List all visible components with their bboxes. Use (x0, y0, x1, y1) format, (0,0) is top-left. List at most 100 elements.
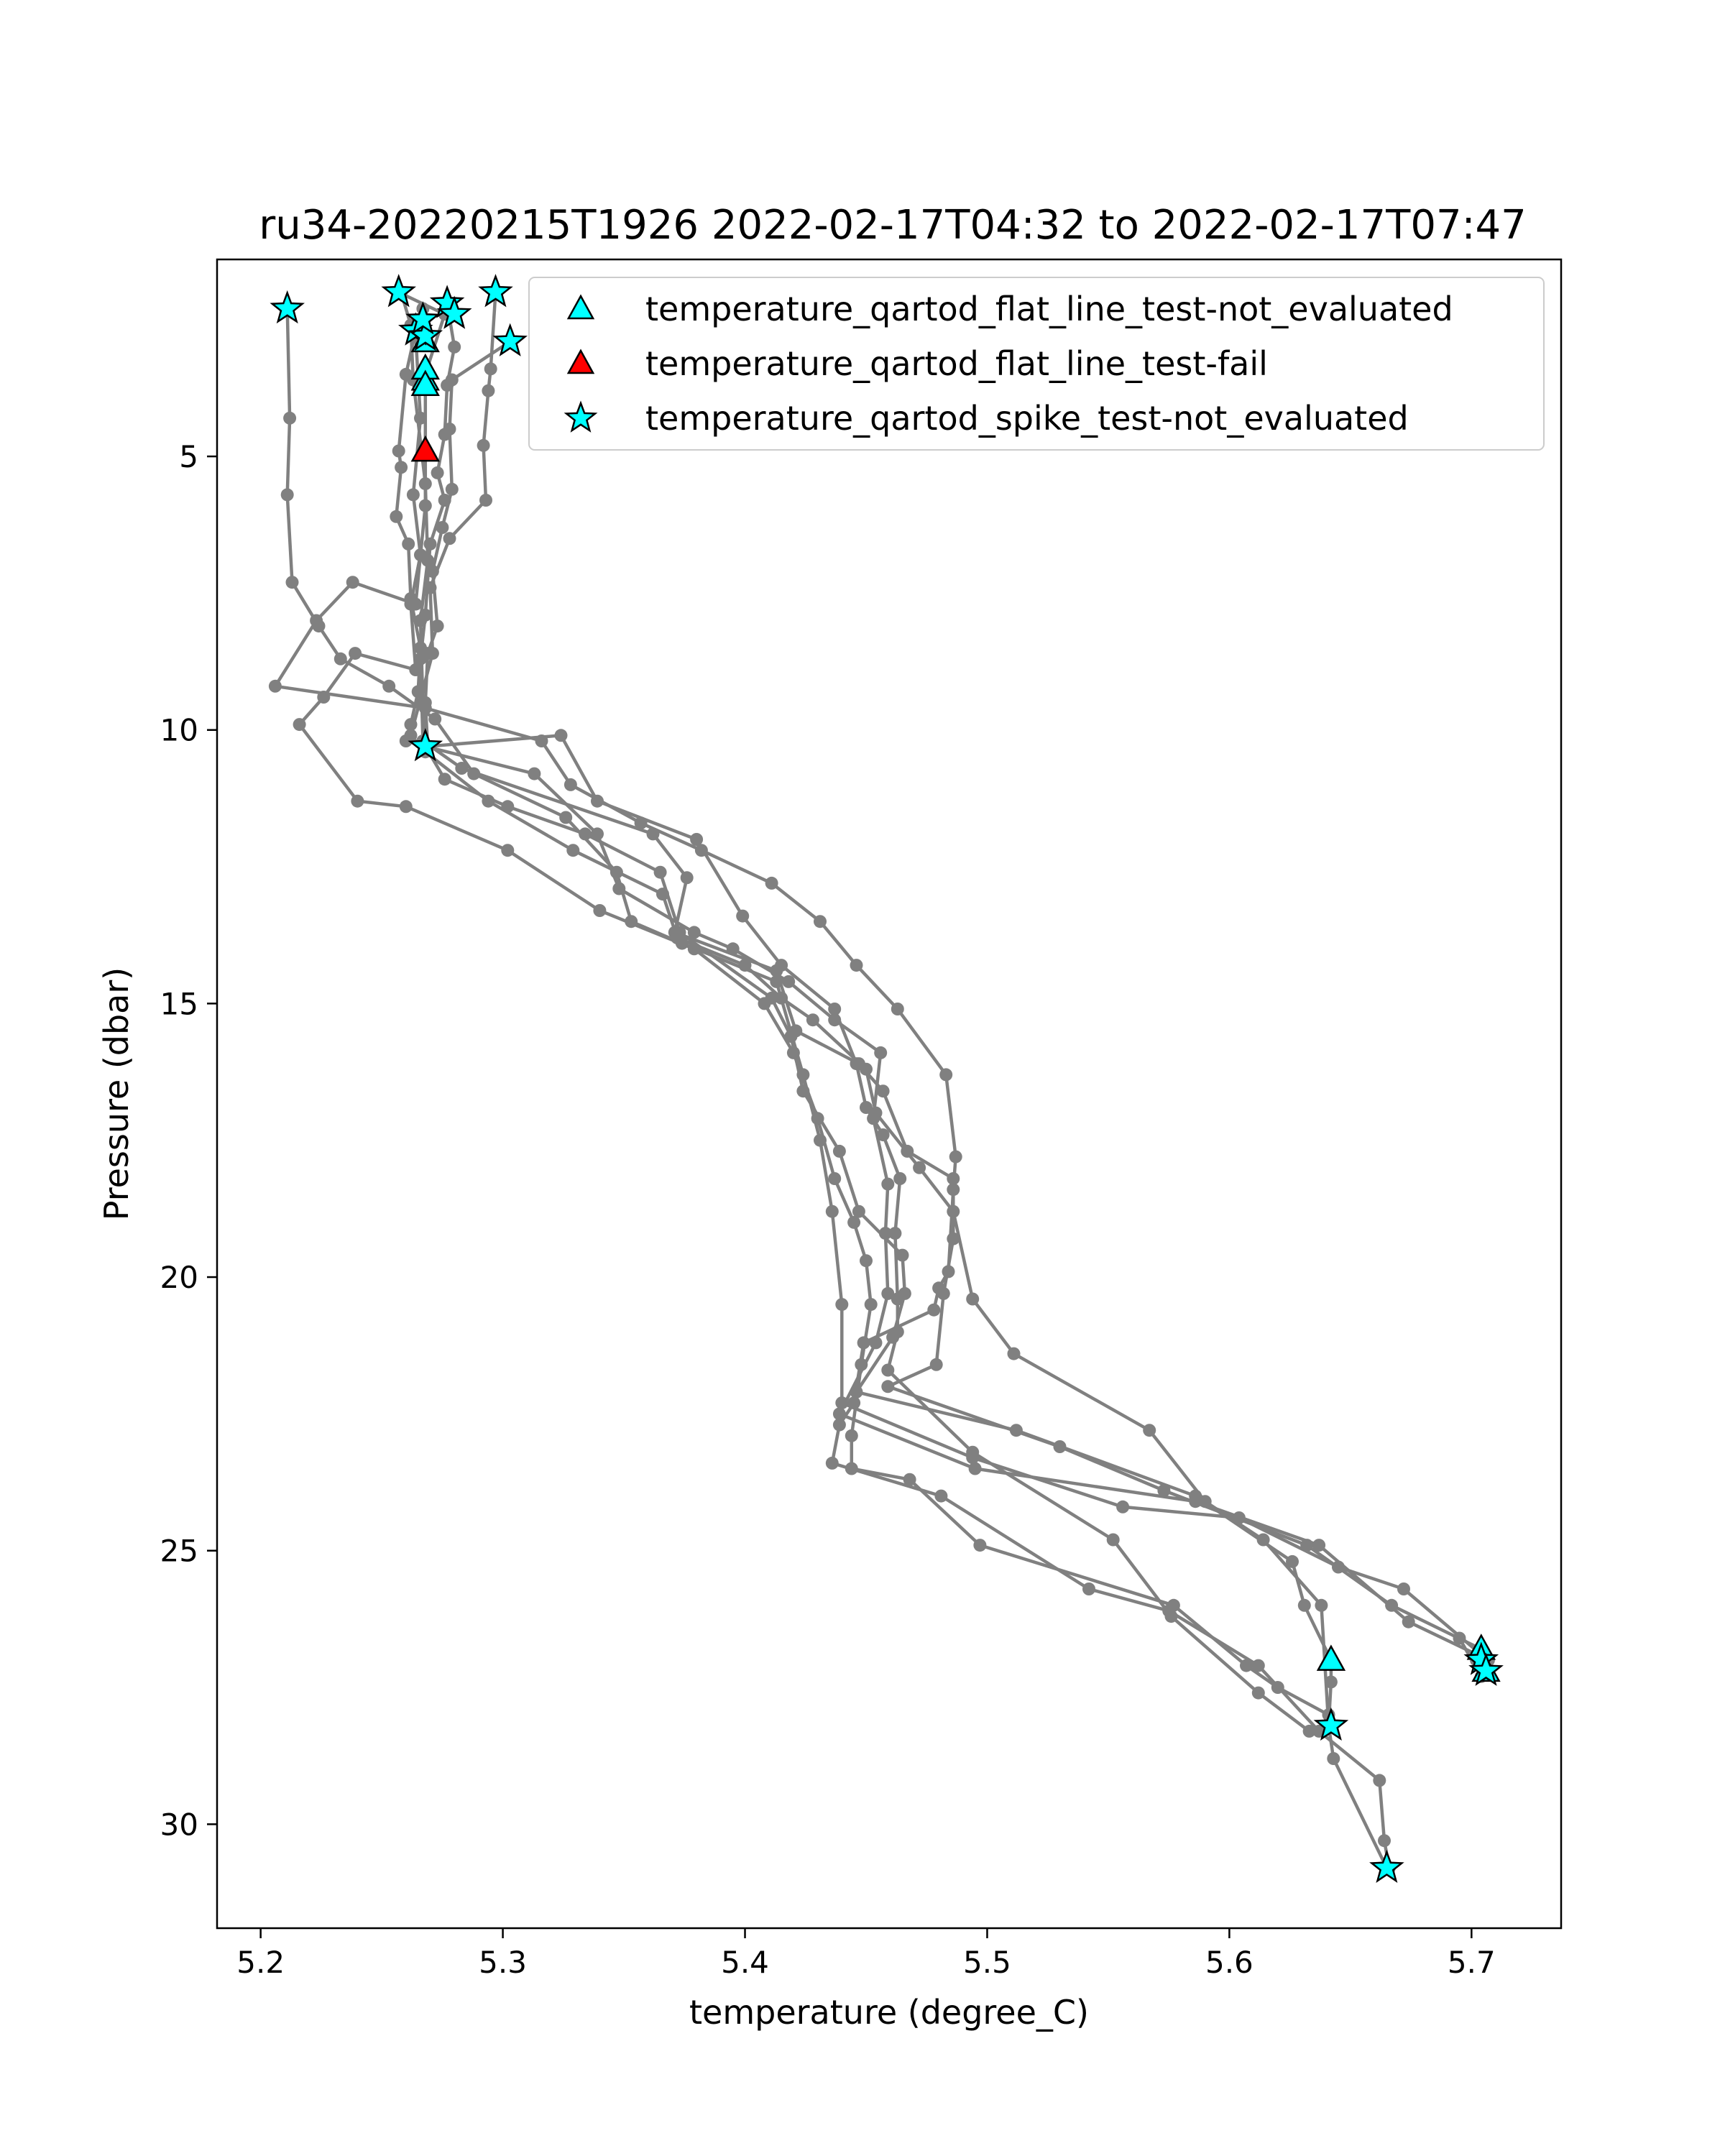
profile-point (811, 1112, 824, 1125)
spike-test-marker (1468, 1652, 1504, 1686)
profile-point (426, 564, 439, 578)
profile-point (382, 679, 396, 693)
profile-point (414, 641, 427, 655)
profile-point (832, 1144, 846, 1158)
profile-point (564, 778, 577, 791)
profile-point (634, 816, 648, 830)
profile-point (903, 1473, 916, 1486)
profile-point (1143, 1424, 1156, 1437)
profile-point (1116, 1500, 1130, 1514)
profile-point (966, 1292, 980, 1306)
y-tick-label: 15 (160, 986, 198, 1021)
profile-point (949, 1150, 962, 1164)
profile-point (896, 1248, 909, 1262)
profile-point (283, 411, 297, 425)
chart-title: ru34-20220215T1926 2022-02-17T04:32 to 2… (259, 202, 1526, 249)
profile-point (860, 1062, 873, 1076)
profile-point (876, 1084, 890, 1098)
legend: temperature_qartod_flat_line_test-not_ev… (528, 277, 1545, 451)
profile-point (528, 767, 541, 780)
profile-line-8 (298, 308, 1333, 1726)
profile-point (825, 1456, 839, 1470)
profile-point (878, 1227, 892, 1240)
profile-point (280, 488, 294, 502)
spike-test-marker (436, 295, 472, 329)
profile-point (268, 679, 282, 693)
profile-point (482, 794, 495, 808)
profile-point (775, 959, 788, 972)
y-tick-label: 5 (179, 439, 198, 474)
profile-point (968, 1462, 982, 1475)
profile-point (579, 827, 592, 841)
profile-point (881, 1363, 895, 1377)
profile-point (687, 926, 701, 939)
profile-point (436, 521, 449, 534)
profile-point (881, 1286, 895, 1300)
profile-point (445, 373, 459, 387)
profile-point (395, 461, 408, 474)
y-tick-label: 10 (160, 713, 198, 748)
profile-point (310, 614, 323, 627)
profile-point (482, 384, 495, 397)
profile-point (835, 1298, 849, 1312)
profile-point (1251, 1686, 1265, 1700)
profile-point (484, 362, 497, 376)
profile-point (947, 1183, 960, 1197)
profile-point (1373, 1774, 1386, 1787)
profile-line-7 (273, 290, 1392, 1869)
profile-point (1240, 1659, 1253, 1672)
profile-point (438, 773, 451, 786)
profile-point (392, 444, 405, 458)
flat-line-marker (410, 369, 440, 397)
profile-point (1007, 1347, 1021, 1360)
profile-point (881, 1380, 895, 1393)
profile-point (1167, 1598, 1180, 1612)
profile-point (443, 532, 456, 545)
profile-point (786, 1046, 800, 1059)
profile-point (932, 1281, 946, 1295)
profile-point (431, 619, 444, 633)
profile-point (893, 1172, 907, 1185)
profile-point (860, 1101, 873, 1114)
flat-line-fail-marker (410, 435, 440, 462)
profile-point (855, 1358, 868, 1371)
profile-point (428, 712, 442, 726)
profile-point (874, 1046, 888, 1059)
profile-point (653, 865, 667, 879)
profile-point (399, 734, 413, 747)
profile-point (414, 411, 427, 425)
profile-point (411, 685, 425, 699)
profile-point (939, 1068, 953, 1082)
profile-point (782, 975, 796, 988)
spike-test-marker (1313, 1707, 1349, 1741)
profile-point (929, 1358, 943, 1371)
x-axis-label: temperature (degree_C) (689, 1993, 1089, 2032)
y-axis-ticks: 5 10 15 20 25 30 (160, 439, 217, 1842)
profile-point (726, 942, 740, 956)
profile-point (1315, 1598, 1328, 1612)
profile-point (418, 499, 432, 512)
profile-point (738, 959, 752, 972)
profile-point (1397, 1583, 1410, 1595)
profile-point (891, 1003, 904, 1015)
profile-point (966, 1445, 980, 1459)
profile-point (891, 1292, 904, 1306)
profile-point (881, 1177, 895, 1191)
legend-marker-1 (566, 294, 595, 320)
profile-point (687, 942, 701, 956)
profile-point (349, 647, 362, 660)
profile-point (680, 871, 694, 885)
y-axis-label: Pressure (dbar) (97, 967, 136, 1220)
profile-point (351, 794, 364, 808)
legend-box (528, 277, 1545, 451)
profile-point (1106, 1533, 1120, 1547)
x-axis-ticks: 5.2 5.3 5.4 5.5 5.6 5.7 (236, 1928, 1496, 1980)
profile-point (402, 537, 415, 550)
profile-point (566, 844, 580, 857)
profile-point (334, 652, 347, 665)
profile-point (927, 1303, 941, 1317)
profile-point (1053, 1440, 1067, 1453)
profile-point (285, 576, 299, 589)
profile-point (593, 904, 607, 917)
